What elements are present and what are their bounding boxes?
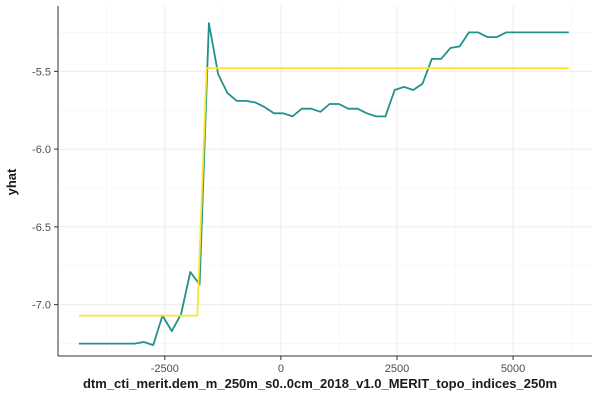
x-tick-label: 2500: [385, 363, 409, 375]
x-tick-label: -2500: [151, 363, 179, 375]
y-axis-title: yhat: [4, 168, 19, 195]
y-tick-label: -6.5: [32, 222, 51, 234]
x-tick-label: 0: [278, 363, 284, 375]
x-tick-label: 5000: [501, 363, 525, 375]
grid: [58, 6, 592, 356]
axes: [54, 6, 592, 360]
x-axis-title: dtm_cti_merit.dem_m_250m_s0..0cm_2018_v1…: [83, 376, 557, 391]
series-lines: [78, 22, 569, 347]
y-tick-label: -5.5: [32, 66, 51, 78]
tick-labels: -2500 0 2500 5000 -7.0 -6.5 -6.0 -5.5: [32, 66, 525, 375]
series-line-1: [78, 22, 569, 347]
y-tick-label: -7.0: [32, 300, 51, 312]
series-line-2: [78, 67, 569, 317]
y-tick-label: -6.0: [32, 144, 51, 156]
